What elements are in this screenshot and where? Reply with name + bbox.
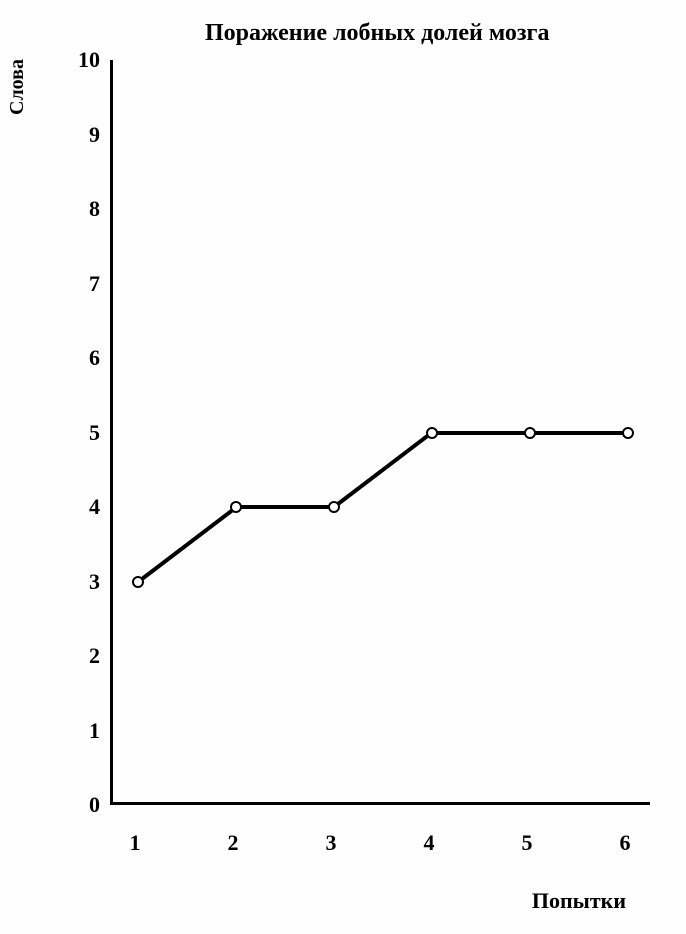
y-tick-label: 0	[60, 792, 100, 818]
chart-title: Поражение лобных долей мозга	[205, 20, 676, 47]
line-segment	[137, 505, 237, 583]
y-tick-label: 10	[60, 47, 100, 73]
x-tick-label: 3	[316, 830, 346, 856]
y-tick-label: 1	[60, 718, 100, 744]
data-marker	[426, 427, 438, 439]
y-axis-label: Слова	[6, 59, 29, 115]
y-tick-label: 3	[60, 569, 100, 595]
data-marker	[524, 427, 536, 439]
x-tick-label: 5	[512, 830, 542, 856]
line-segment	[333, 431, 433, 509]
data-marker	[622, 427, 634, 439]
y-tick-label: 2	[60, 643, 100, 669]
line-segment	[530, 431, 628, 435]
x-axis-label: Попытки	[532, 888, 626, 914]
y-tick-label: 9	[60, 122, 100, 148]
x-tick-label: 4	[414, 830, 444, 856]
y-tick-label: 5	[60, 420, 100, 446]
data-marker	[132, 576, 144, 588]
line-segment	[236, 505, 334, 509]
data-marker	[230, 501, 242, 513]
x-tick-label: 1	[120, 830, 150, 856]
plot-area	[110, 60, 650, 805]
x-tick-label: 6	[610, 830, 640, 856]
y-tick-label: 7	[60, 271, 100, 297]
y-tick-label: 4	[60, 494, 100, 520]
y-tick-label: 8	[60, 196, 100, 222]
chart-container: Поражение лобных долей мозга Слова Попыт…	[0, 0, 686, 934]
data-marker	[328, 501, 340, 513]
x-tick-label: 2	[218, 830, 248, 856]
y-tick-label: 6	[60, 345, 100, 371]
line-segment	[432, 431, 530, 435]
